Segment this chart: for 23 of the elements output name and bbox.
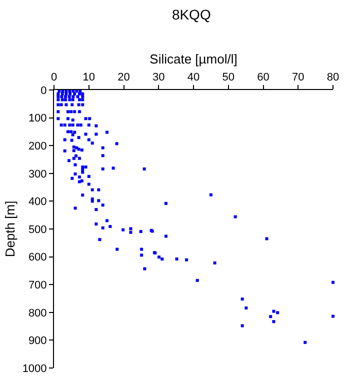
y-axis-title: Depth [m] bbox=[2, 200, 18, 258]
y-tick-label: 1000 bbox=[22, 362, 47, 375]
x-tick-label: 20 bbox=[118, 72, 130, 84]
y-tick-label: 100 bbox=[28, 112, 47, 125]
x-tick-label: 60 bbox=[257, 72, 270, 84]
x-tick-label: 80 bbox=[326, 72, 340, 84]
y-tick-label: 900 bbox=[28, 335, 47, 348]
chart-title: 8KQQ bbox=[172, 6, 211, 22]
x-axis-title: Silicate [µmol/l] bbox=[150, 52, 238, 67]
x-tick-label: 70 bbox=[292, 72, 304, 84]
x-tick-label: 40 bbox=[187, 72, 200, 84]
x-tick-label: 10 bbox=[82, 72, 96, 84]
x-tick-label: 30 bbox=[152, 72, 165, 84]
x-tick-label: 0 bbox=[50, 72, 58, 84]
y-tick-label: 400 bbox=[28, 196, 47, 208]
y-tick-label: 800 bbox=[28, 307, 47, 320]
x-tick-label: 50 bbox=[222, 72, 235, 84]
y-tick-label: 200 bbox=[28, 140, 47, 152]
y-tick-label: 700 bbox=[28, 279, 47, 292]
y-tick-label: 500 bbox=[28, 224, 47, 236]
y-tick-label: 0 bbox=[40, 84, 47, 97]
y-tick-label: 600 bbox=[28, 252, 47, 264]
y-tick-label: 300 bbox=[28, 168, 47, 180]
